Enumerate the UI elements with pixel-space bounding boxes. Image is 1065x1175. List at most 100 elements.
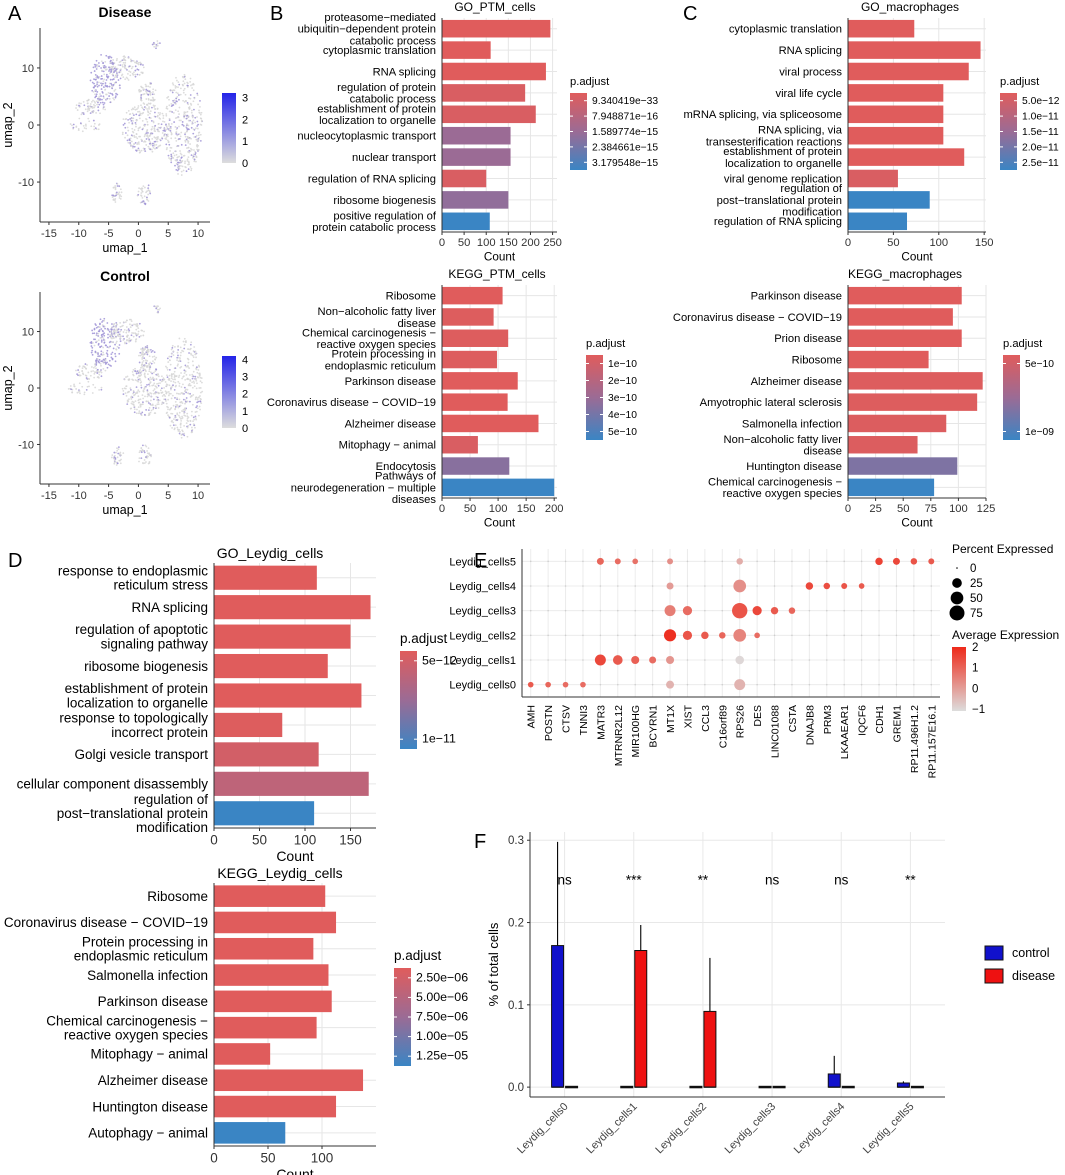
x-tick-label: 0 (439, 503, 445, 515)
cell-point (178, 164, 181, 167)
cell-point (104, 361, 107, 364)
cell-point (187, 416, 190, 419)
cell-point (183, 425, 185, 427)
cell-point (120, 191, 123, 194)
cell-point (111, 337, 113, 340)
cell-point (138, 88, 141, 91)
cell-point (114, 188, 117, 191)
cell-point (182, 375, 185, 378)
cell-point (134, 75, 137, 78)
cell-point (96, 64, 99, 66)
cell-point (184, 399, 187, 401)
expression-dot (547, 560, 549, 563)
cell-point (135, 412, 138, 415)
cell-point (142, 367, 145, 370)
expression-dot (825, 560, 828, 563)
cell-point (160, 126, 163, 129)
cell-point (119, 330, 122, 333)
cell-point (93, 344, 96, 347)
x-tick-label: 0 (845, 237, 851, 249)
category-label: protein catabolic process (312, 222, 436, 234)
bar (214, 1016, 317, 1039)
category-label: ubiquitin−dependent protein (298, 24, 436, 36)
cell-point (137, 378, 140, 381)
cell-point (147, 114, 149, 116)
expression-dot (721, 560, 724, 563)
cell-point (113, 325, 116, 328)
cell-point (105, 68, 108, 71)
cell-point (116, 462, 119, 465)
cell-point (131, 127, 134, 130)
cell-point (105, 93, 107, 96)
cell-point (145, 409, 148, 411)
cell-point (183, 154, 186, 157)
legend-tick-label: 0 (242, 158, 248, 170)
cell-point (122, 321, 125, 324)
expression-dot (721, 585, 724, 587)
cell-point (96, 370, 98, 372)
cell-point (182, 99, 185, 102)
cell-point (140, 384, 143, 387)
cell-point (124, 126, 127, 129)
cell-point (123, 55, 126, 58)
cell-point (178, 398, 181, 401)
cell-point (162, 129, 165, 132)
cell-point (194, 116, 197, 119)
cell-point (172, 373, 175, 375)
color-scale (586, 355, 603, 440)
cell-point (185, 117, 188, 120)
bar (214, 937, 314, 960)
cell-point (167, 391, 170, 393)
cell-point (94, 365, 97, 368)
cell-point (197, 149, 200, 151)
expression-dot (612, 655, 623, 665)
cell-point (141, 449, 144, 451)
cell-point (98, 76, 101, 78)
cell-point (140, 86, 143, 89)
cell-point (146, 123, 149, 126)
cell-point (120, 328, 123, 331)
expression-dot (651, 634, 654, 637)
proportion-chart: nsLeydig_cells0***Leydig_cells1**Leydig_… (486, 832, 1055, 1156)
cell-point (120, 74, 123, 77)
cell-point (110, 71, 112, 73)
cell-point (105, 73, 108, 76)
cell-point (186, 123, 188, 125)
cell-point (175, 404, 177, 406)
cell-point (114, 360, 117, 363)
cell-point (155, 146, 158, 149)
cell-point (184, 414, 187, 417)
cell-point (112, 336, 115, 339)
cell-point (170, 355, 173, 358)
cell-point (100, 60, 103, 63)
cell-point (190, 111, 193, 114)
x-axis-label: Count (901, 250, 933, 263)
cell-point (157, 123, 160, 125)
cell-point (175, 79, 178, 82)
x-tick-label: 125 (977, 503, 996, 515)
legend-title: p.adjust (570, 76, 610, 88)
cell-point (157, 130, 159, 133)
cell-point (138, 117, 141, 120)
cell-point (111, 326, 113, 329)
cell-point (189, 347, 192, 350)
expression-dot (858, 583, 865, 589)
cell-point (84, 108, 87, 111)
cell-point (138, 110, 141, 113)
category-label: Chemical carcinogenesis − (708, 476, 842, 488)
expression-dot (732, 602, 748, 619)
cell-point (126, 77, 129, 80)
cell-point (176, 364, 179, 367)
category-label: RNA splicing, via (758, 125, 843, 137)
cell-point (141, 139, 144, 142)
expression-dot (928, 558, 935, 565)
cell-point (148, 379, 151, 382)
x-tick-label: 25 (869, 503, 881, 515)
category-label: RNA splicing (779, 45, 842, 57)
size-legend-label: 25 (970, 578, 983, 590)
cell-point (146, 121, 149, 123)
x-tick-label: 50 (458, 237, 470, 249)
cell-point (194, 426, 196, 429)
cell-point (116, 76, 119, 78)
